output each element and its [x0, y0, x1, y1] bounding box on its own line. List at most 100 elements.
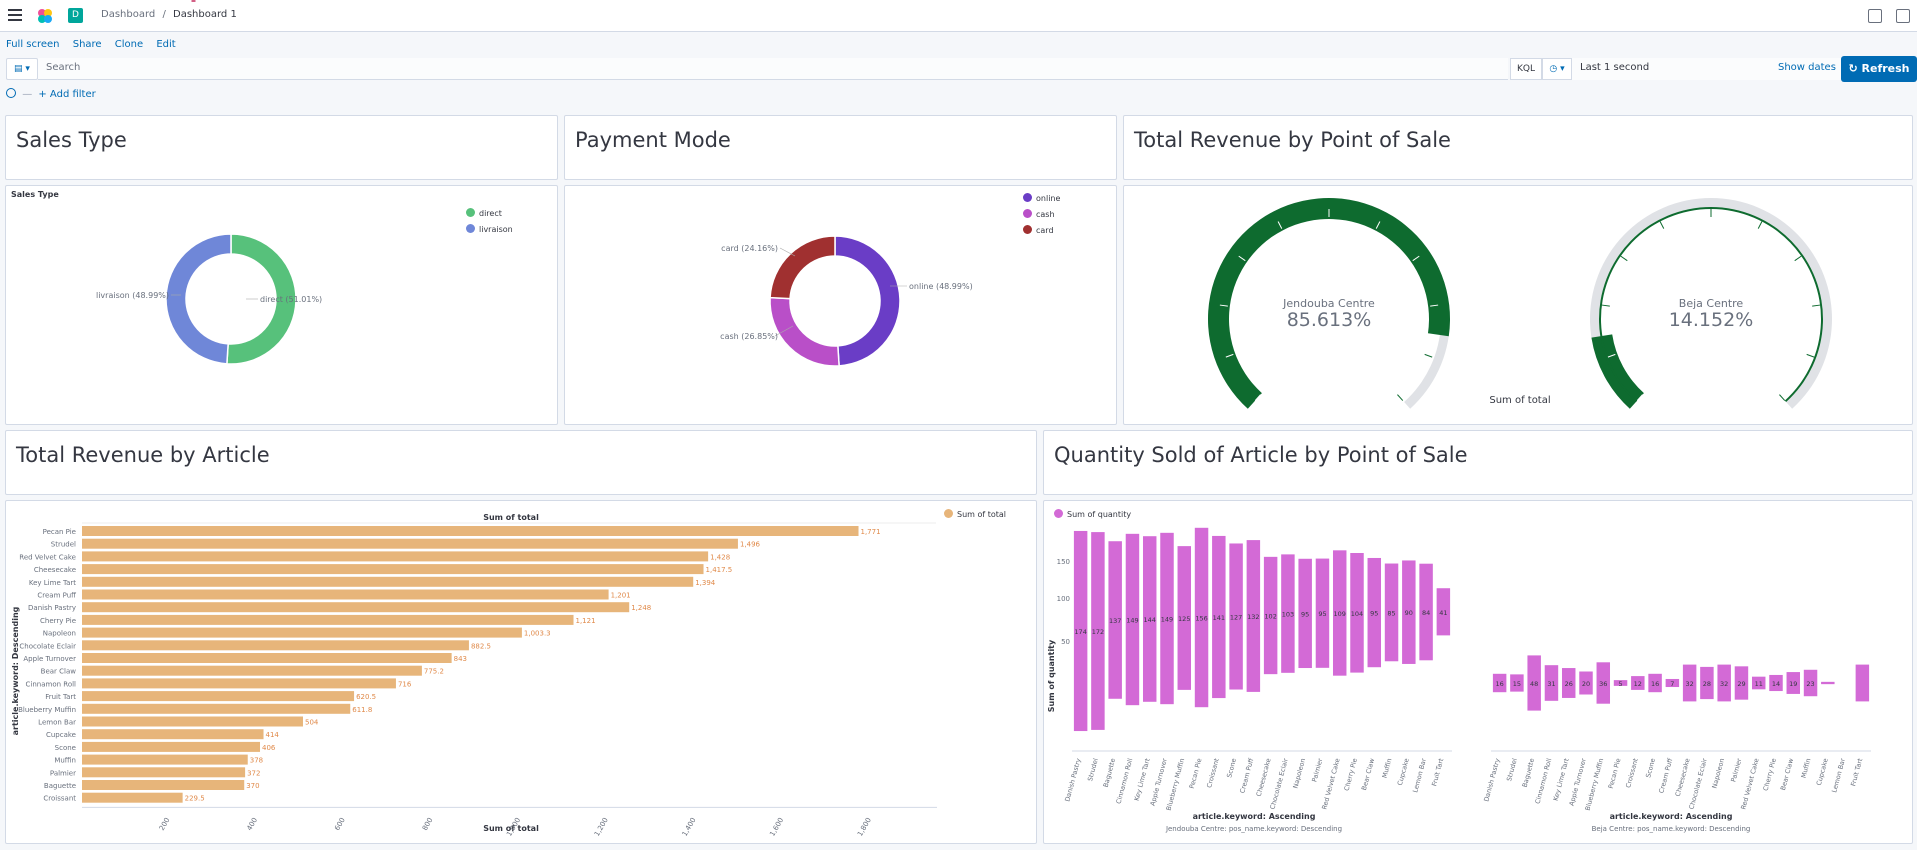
bar-Cream Puff[interactable] [1246, 540, 1261, 692]
bar-Chocolate Eclair[interactable] [82, 640, 469, 651]
bar-Cheesecake[interactable] [1682, 664, 1697, 702]
bar-Croissant[interactable] [82, 792, 183, 803]
bar-Baguette[interactable] [1527, 655, 1541, 711]
help-icon[interactable] [1868, 9, 1882, 23]
bar-Cherry Pie[interactable] [82, 614, 574, 625]
bar-Key Lime Tart[interactable] [1142, 536, 1157, 702]
bar-Cupcake[interactable] [1402, 560, 1416, 664]
saved-query-button[interactable]: ▤ ▾ [6, 58, 38, 80]
bar-Cupcake[interactable] [1821, 681, 1835, 685]
date-quick-menu-button[interactable]: ◷ ▾ [1542, 58, 1572, 80]
bar-Baguette[interactable] [1108, 541, 1122, 699]
pie-slice-online[interactable] [834, 235, 901, 367]
bar-value-label: 15 [1513, 680, 1521, 688]
bar-Pecan Pie[interactable] [1613, 680, 1628, 686]
bar-Bear Claw[interactable] [1786, 672, 1801, 694]
bar-Red Velvet Cake[interactable] [82, 551, 709, 562]
add-filter-link[interactable]: + Add filter [38, 89, 96, 100]
bar-Danish Pastry[interactable] [1073, 530, 1088, 732]
bar-Muffin[interactable] [82, 754, 248, 765]
search-input[interactable]: Search [38, 58, 1508, 80]
bar-Fruit Tart[interactable] [1855, 664, 1870, 702]
legend-item-card[interactable]: card [1023, 225, 1060, 235]
gauge-fill-0[interactable] [1208, 197, 1450, 409]
bar-Chocolate Eclair[interactable] [1281, 554, 1295, 673]
bar-Scone[interactable] [1229, 543, 1243, 690]
legend-item-cash[interactable]: cash [1023, 209, 1060, 219]
bar-Strudel[interactable] [1091, 532, 1105, 730]
bar-Cherry Pie[interactable] [1350, 553, 1364, 673]
bar-Muffin[interactable] [1803, 669, 1818, 697]
breadcrumb-dashboard[interactable]: Dashboard [101, 9, 156, 20]
bar-Palmier[interactable] [82, 767, 246, 778]
bar-Cinnamon Roll[interactable] [1125, 533, 1140, 706]
bar-Baguette[interactable] [82, 780, 245, 790]
pie-slice-direct[interactable] [226, 233, 297, 365]
refresh-label: Refresh [1861, 62, 1910, 75]
pie-slice-cash[interactable] [769, 296, 840, 367]
bar-Red Velvet Cake[interactable] [1332, 550, 1347, 676]
full-screen-link[interactable]: Full screen [6, 39, 60, 50]
bar-Cheesecake[interactable] [82, 564, 704, 575]
date-range-display[interactable]: Last 1 second [1572, 58, 1842, 80]
bar-Napoleon[interactable] [82, 627, 522, 638]
bar-Cinnamon Roll[interactable] [1544, 665, 1559, 701]
bar-Lemon Bar[interactable] [1419, 563, 1433, 661]
legend-item-sum-total[interactable]: Sum of total [944, 509, 1006, 519]
legend-item-sum-quantity[interactable]: Sum of quantity [1054, 509, 1131, 519]
bar-Strudel[interactable] [1510, 674, 1524, 692]
bar-Key Lime Tart[interactable] [1561, 668, 1576, 698]
show-dates-link[interactable]: Show dates [1778, 62, 1836, 73]
bar-Napoleon[interactable] [1298, 558, 1312, 669]
clone-link[interactable]: Clone [114, 39, 144, 50]
kql-toggle[interactable]: KQL [1510, 58, 1542, 80]
legend-item-online[interactable]: online [1023, 193, 1060, 203]
bar-Napoleon[interactable] [1717, 664, 1731, 702]
bar-Strudel[interactable] [82, 538, 738, 549]
share-link[interactable]: Share [72, 39, 102, 50]
kibana-logo-icon[interactable] [36, 7, 54, 25]
bar-Palmier[interactable] [1315, 558, 1330, 668]
bar-Blueberry Muffin[interactable] [1177, 546, 1192, 690]
edit-link[interactable]: Edit [156, 39, 176, 50]
bar-Palmier[interactable] [1734, 666, 1749, 700]
gauge-fill-1[interactable] [1591, 334, 1644, 409]
bar-Bear Claw[interactable] [1367, 557, 1382, 668]
bar-Danish Pastry[interactable] [82, 602, 630, 613]
bar-Apple Turnover[interactable] [82, 653, 452, 663]
bar-Lemon Bar[interactable] [82, 716, 303, 727]
bar-Pecan Pie[interactable] [82, 526, 859, 536]
bar-Danish Pastry[interactable] [1492, 673, 1507, 693]
bar-Key Lime Tart[interactable] [82, 576, 694, 587]
bar-Scone[interactable] [1648, 673, 1662, 693]
refresh-button[interactable]: ↻ Refresh [1841, 56, 1917, 82]
bar-Chocolate Eclair[interactable] [1700, 666, 1714, 700]
legend-item-direct[interactable]: direct [466, 208, 513, 218]
bar-Cherry Pie[interactable] [1769, 674, 1783, 692]
bar-Cinnamon Roll[interactable] [82, 678, 396, 689]
bar-Pecan Pie[interactable] [1194, 527, 1209, 708]
bar-Blueberry Muffin[interactable] [1596, 662, 1611, 704]
bar-Blueberry Muffin[interactable] [82, 703, 351, 714]
mail-icon[interactable] [1896, 9, 1910, 23]
filter-options-icon[interactable] [6, 88, 16, 98]
bar-Cream Puff[interactable] [82, 589, 609, 600]
bar-Cupcake[interactable] [82, 729, 264, 740]
bar-Red Velvet Cake[interactable] [1751, 676, 1766, 690]
bar-Scone[interactable] [82, 741, 261, 752]
bar-Croissant[interactable] [1631, 676, 1645, 690]
bar-Cream Puff[interactable] [1665, 678, 1680, 688]
bar-Apple Turnover[interactable] [1160, 532, 1174, 705]
menu-icon[interactable] [8, 9, 22, 21]
pie-slice-card[interactable] [769, 235, 836, 300]
bar-Fruit Tart[interactable] [82, 691, 355, 702]
pie-slice-livraison[interactable] [165, 233, 232, 365]
bar-Fruit Tart[interactable] [1436, 588, 1451, 636]
bar-Cheesecake[interactable] [1263, 556, 1278, 675]
bar-Muffin[interactable] [1384, 563, 1399, 662]
bar-Bear Claw[interactable] [82, 665, 422, 676]
bar-Croissant[interactable] [1212, 535, 1226, 699]
bar-Apple Turnover[interactable] [1579, 671, 1593, 695]
legend-item-livraison[interactable]: livraison [466, 224, 513, 234]
space-avatar[interactable]: D [68, 8, 83, 23]
